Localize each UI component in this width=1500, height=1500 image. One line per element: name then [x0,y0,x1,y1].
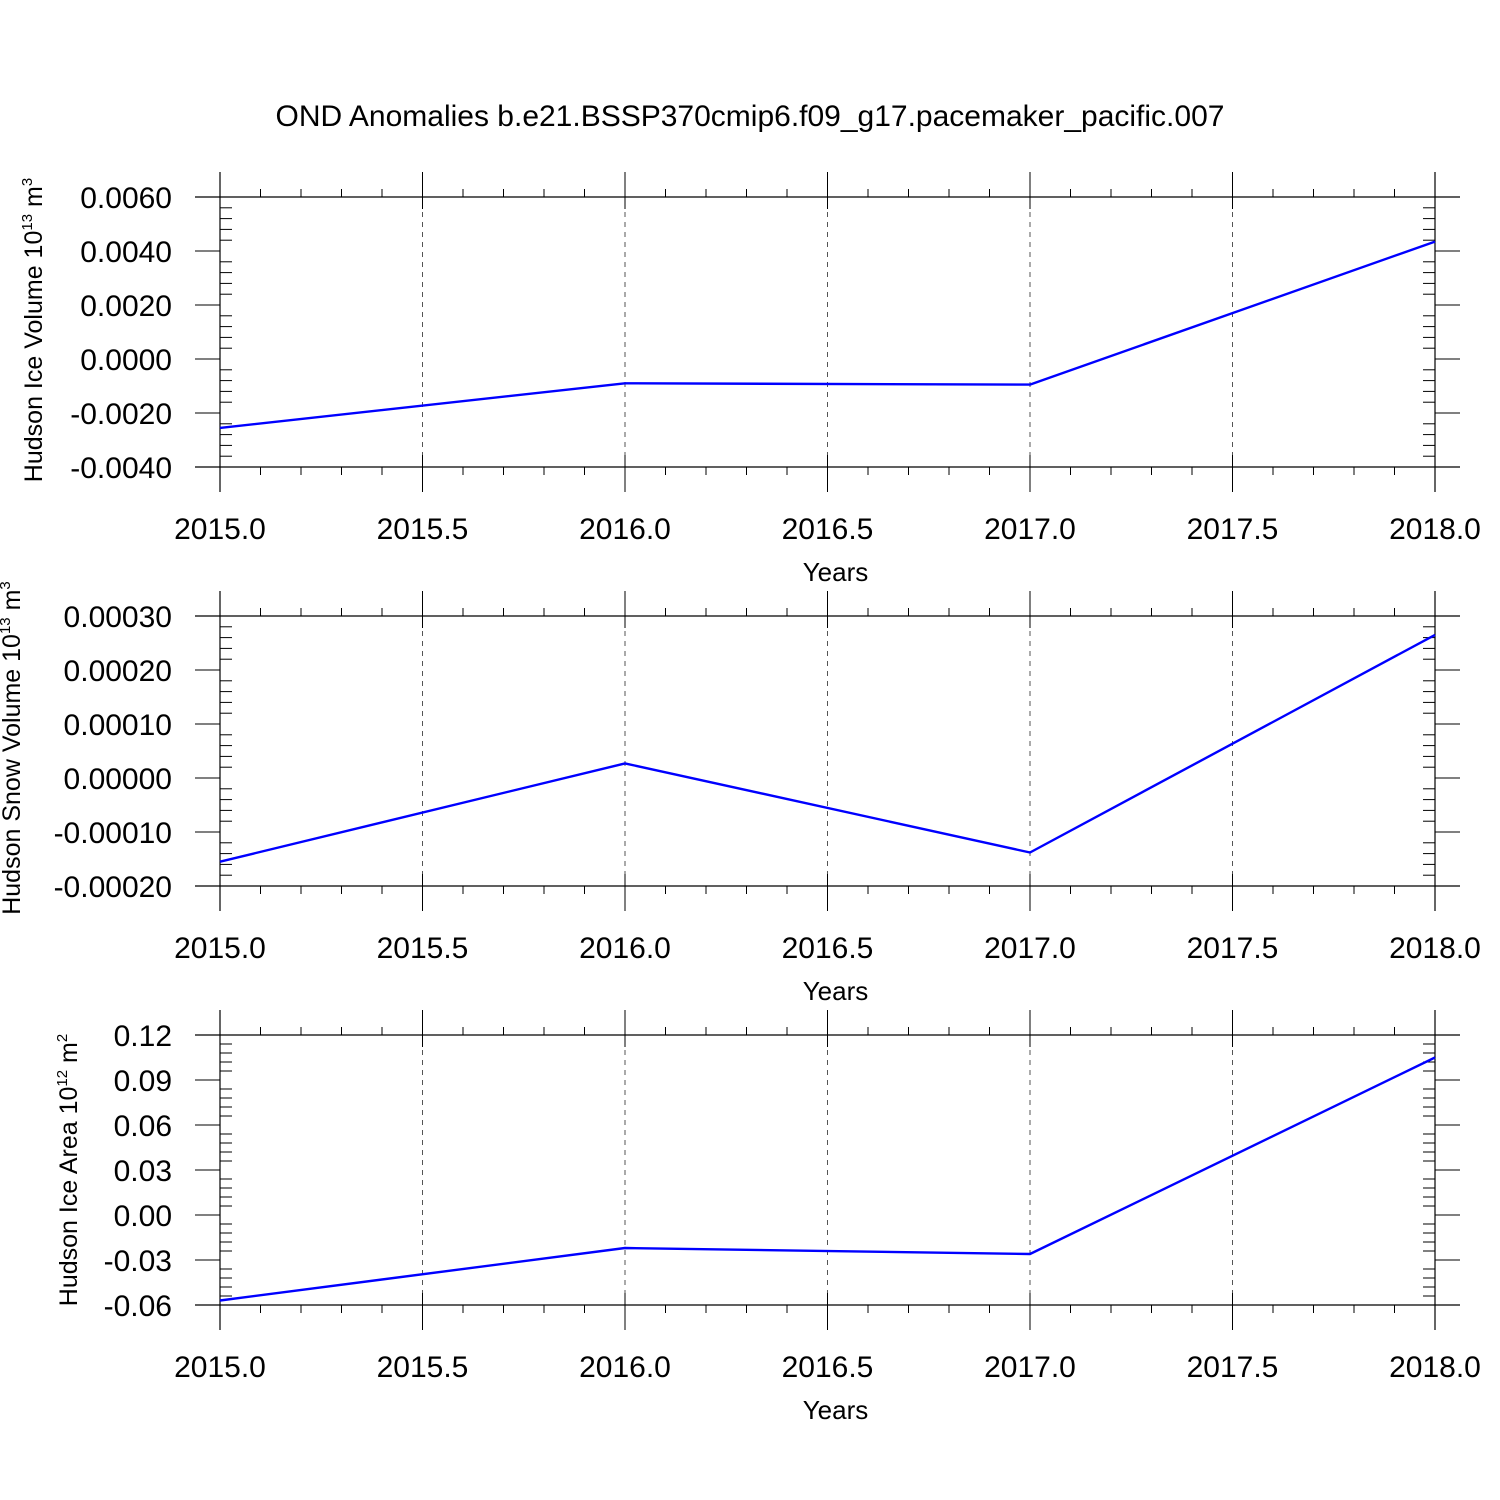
series-line [219,1056,1436,1302]
chart-panels: 2015.0 2015.5 2016.0 2016.5 2017.0 2017.5 2018… [0,172,1481,1425]
y-tick-label: 0.00000 [64,763,172,796]
y-tick-label: 0.12 [114,1020,172,1053]
y-axis-label-unit: m [20,186,48,214]
y-tick-label: -0.0020 [70,398,172,431]
x-tick-label: 2016.5 [782,513,874,546]
x-tick-label: 2017.0 [984,932,1076,965]
x-tick-label: 2016.0 [579,1351,671,1384]
x-tick-label: 2018.0 [1389,513,1481,546]
x-axis-label: Years [803,1395,869,1425]
x-tick-label: 2016.0 [579,513,671,546]
x-axis-label: Years [803,557,869,587]
series-line [219,633,1436,863]
x-tick-label: 2017.5 [1187,513,1279,546]
y-axis-label-exponent: 13 [0,617,14,634]
y-tick-label: 0.00030 [64,601,172,634]
y-axis-label-unit-exponent: 2 [54,1034,71,1042]
y-axis-label-unit: m [55,1042,83,1070]
y-tick-label: 0.00020 [64,655,172,688]
y-axis-label: Hudson Ice Volume 1013 m3 [19,178,48,482]
chart-title: OND Anomalies b.e21.BSSP370cmip6.f09_g17… [276,100,1225,133]
series-line [219,240,1436,430]
y-tick-label: 0.0040 [80,236,172,269]
x-tick-label: 2015.5 [377,1351,469,1384]
y-tick-label: 0.06 [114,1110,172,1143]
x-axis-label: Years [803,976,869,1006]
x-tick-label: 2017.0 [984,1351,1076,1384]
panel-2: 2015.0 2015.5 2016.0 2016.5 2017.0 2017.5 2018… [0,581,1481,1006]
x-tick-label: 2015.0 [174,1351,266,1384]
y-tick-label: 0.0060 [80,182,172,215]
y-tick-label: 0.03 [114,1155,172,1188]
y-tick-label: -0.00020 [54,871,172,904]
y-tick-label: -0.03 [104,1245,172,1278]
x-tick-label: 2016.5 [782,932,874,965]
y-tick-label: 0.09 [114,1065,172,1098]
x-tick-label: 2016.0 [579,932,671,965]
x-tick-label: 2015.5 [377,932,469,965]
panel-1: 2015.0 2015.5 2016.0 2016.5 2017.0 2017.5 2018… [19,172,1481,587]
y-tick-label: 0.00 [114,1200,172,1233]
x-tick-label: 2017.0 [984,513,1076,546]
y-tick-label: 0.0000 [80,344,172,377]
y-axis-label-text: Hudson Snow Volume 10 [0,634,26,915]
y-tick-label: 0.0020 [80,290,172,323]
y-tick-label: -0.00010 [54,817,172,850]
y-axis-label-text: Hudson Ice Area 10 [55,1087,83,1307]
x-tick-label: 2018.0 [1389,1351,1481,1384]
y-tick-label: 0.00010 [64,709,172,742]
x-tick-label: 2015.0 [174,932,266,965]
y-axis-label-unit: m [0,590,26,618]
y-axis-label-unit-exponent: 3 [19,178,36,186]
x-tick-label: 2018.0 [1389,932,1481,965]
x-tick-label: 2015.0 [174,513,266,546]
y-tick-label: -0.0040 [70,452,172,485]
y-axis-label-unit-exponent: 3 [0,581,14,589]
x-tick-label: 2017.5 [1187,932,1279,965]
y-axis-label: Hudson Snow Volume 1013 m3 [0,581,26,915]
y-axis-label-exponent: 12 [54,1070,71,1087]
y-tick-label: -0.06 [104,1290,172,1323]
x-tick-label: 2017.5 [1187,1351,1279,1384]
panel-3: 2015.0 2015.5 2016.0 2016.5 2017.0 2017.5 2018… [54,1010,1481,1425]
x-tick-label: 2015.5 [377,513,469,546]
y-axis-label-exponent: 13 [19,214,36,231]
x-tick-label: 2016.5 [782,1351,874,1384]
y-axis-label-text: Hudson Ice Volume 10 [20,231,48,483]
y-axis-label: Hudson Ice Area 1012 m2 [54,1034,83,1306]
